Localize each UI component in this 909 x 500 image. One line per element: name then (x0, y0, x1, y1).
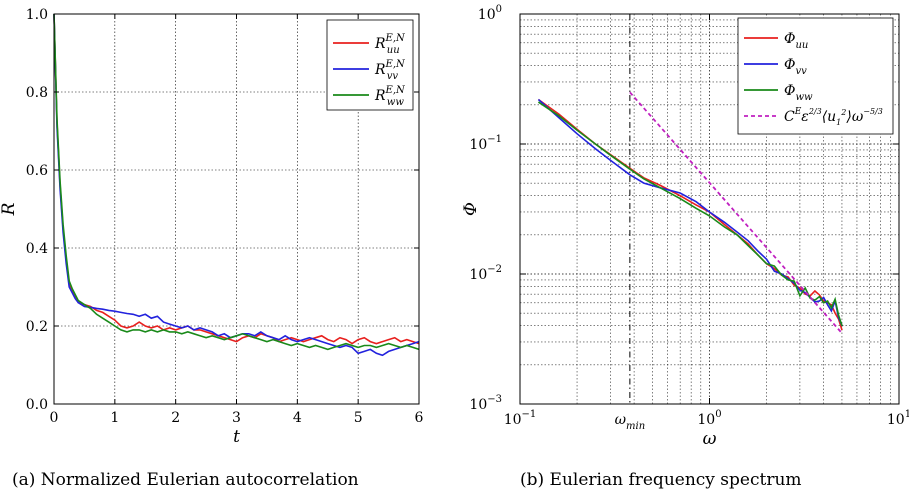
legend-a: RE,N uu RE,N vv RE,N ww (326, 19, 414, 111)
legend-label-1: RE,N uu (374, 33, 406, 56)
caption-b: (b) Eulerian frequency spectrum (520, 470, 802, 490)
x-tick-label: 10−1 (504, 409, 537, 428)
x-tick-label: 1 (110, 410, 119, 426)
x-axis-label: t (233, 427, 240, 447)
x-tick-label: 2 (171, 410, 180, 426)
x-tick-label: 0 (50, 410, 59, 426)
caption-a: (a) Normalized Eulerian autocorrelation (12, 470, 359, 490)
y-tick-label: 0.4 (26, 241, 48, 257)
y-axis-label: R (0, 202, 19, 216)
series-line-2 (53, 13, 420, 357)
legend-b: Φuu Φvv Φww CEε2/3⟨u12⟩ω−5/3 (737, 17, 894, 135)
series-line-4 (629, 91, 843, 334)
y-tick-label: 0.8 (26, 85, 48, 101)
series-line-3 (53, 13, 420, 351)
series-line-3 (537, 101, 843, 326)
x-tick-label: 6 (415, 410, 424, 426)
x-tick-label: 4 (293, 410, 302, 426)
legend-label-4: CEε2/3⟨u12⟩ω−5/3 (784, 107, 883, 127)
y-tick-label: 1.0 (26, 7, 48, 23)
omega-min-label: ωmin (615, 412, 646, 432)
y-tick-label: 10−3 (469, 394, 502, 413)
y-tick-label: 10−1 (469, 134, 502, 153)
x-tick-label: 5 (354, 410, 363, 426)
series-line-2 (537, 98, 843, 327)
x-tick-label: 101 (887, 409, 909, 428)
y-tick-label: 0.6 (26, 163, 48, 179)
legend-label-1: Φuu (784, 31, 808, 51)
x-tick-label: 100 (697, 409, 721, 428)
x-axis-label: ω (703, 429, 717, 449)
x-tick-label: 3 (232, 410, 241, 426)
series-line-1 (53, 13, 420, 345)
y-axis-label: Φ (461, 202, 481, 216)
chart-b: 10−1 100 101 10−3 10−2 10−1 100 ωmin ω Φ Φuu Φvv Φww… (461, 4, 909, 449)
y-tick-label: 0.2 (26, 319, 48, 335)
legend-label-3: RE,N ww (374, 85, 406, 108)
legend-label-2: RE,N vv (374, 59, 406, 82)
y-tick-label: 0.0 (26, 397, 48, 413)
y-tick-label: 10−2 (469, 264, 502, 283)
y-tick-label: 100 (478, 4, 502, 23)
legend-label-3: Φww (784, 83, 813, 103)
legend-label-2: Φvv (784, 57, 807, 77)
